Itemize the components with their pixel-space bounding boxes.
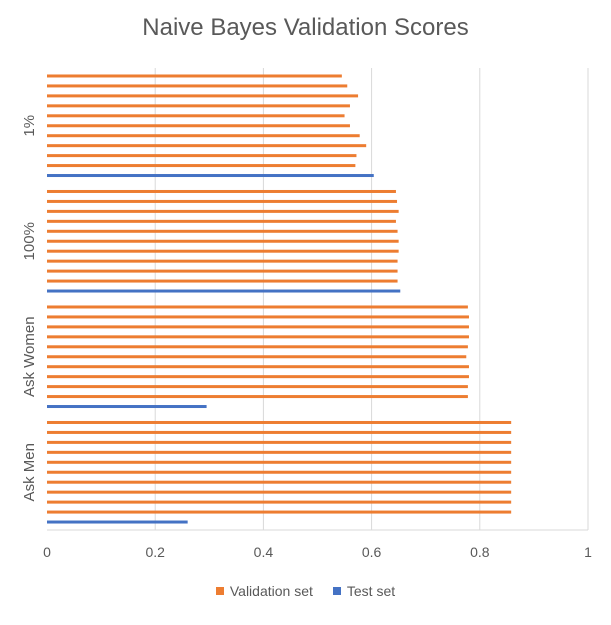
validation-bar [47,365,469,369]
y-category-label: Ask Men [21,443,38,501]
validation-bar [47,164,356,168]
legend-label-validation: Validation set [229,583,313,599]
validation-bar [47,134,360,138]
validation-bar [47,510,512,514]
validation-bar [47,450,512,454]
validation-bar [47,315,469,319]
validation-bar [47,480,512,484]
validation-bar [47,335,469,339]
validation-bar [47,430,512,434]
validation-bar [47,74,342,78]
validation-bar [47,249,399,253]
validation-bar [47,229,398,233]
legend-item-validation: Validation set [215,583,313,599]
validation-bar [47,269,398,273]
validation-bar [47,325,469,329]
test-bar [47,405,207,409]
validation-bar [47,209,399,213]
validation-bar [47,420,512,424]
validation-bar [47,345,468,349]
validation-bar [47,189,396,193]
validation-bar [47,94,359,98]
x-tick-label: 0.4 [254,544,274,560]
validation-bar [47,395,468,399]
validation-bar [47,144,367,148]
validation-bar [47,490,512,494]
test-bar [47,289,401,293]
chart-title: Naive Bayes Validation Scores [142,14,469,41]
validation-bar [47,500,512,504]
validation-bar [47,305,468,309]
validation-bar [47,470,512,474]
validation-bar [47,114,345,118]
y-category-label: 100% [21,222,38,260]
validation-bar [47,375,469,379]
y-category-label: Ask Women [21,316,38,397]
x-tick-label: 1 [584,544,592,560]
validation-bar [47,124,350,128]
validation-bar [47,104,350,108]
validation-bar [47,279,398,283]
validation-bar [47,154,357,158]
test-bar [47,520,188,524]
x-tick-label: 0.8 [470,544,490,560]
validation-bar [47,355,467,359]
legend-label-test: Test set [346,583,396,599]
legend-swatch-validation [215,587,224,595]
validation-bar [47,219,396,223]
x-tick-label: 0 [43,544,51,560]
legend: Validation set Test set [0,583,611,599]
test-bar [47,174,374,178]
validation-bar [47,440,512,444]
validation-bar [47,199,398,203]
x-tick-label: 0.2 [145,544,165,560]
y-category-label: 1% [21,115,38,137]
validation-bar [47,84,348,88]
legend-item-test: Test set [332,583,396,599]
legend-swatch-test [332,587,341,595]
validation-bar [47,239,399,243]
validation-bar [47,259,398,263]
validation-bar [47,460,512,464]
x-tick-label: 0.6 [362,544,382,560]
validation-bar [47,385,468,389]
